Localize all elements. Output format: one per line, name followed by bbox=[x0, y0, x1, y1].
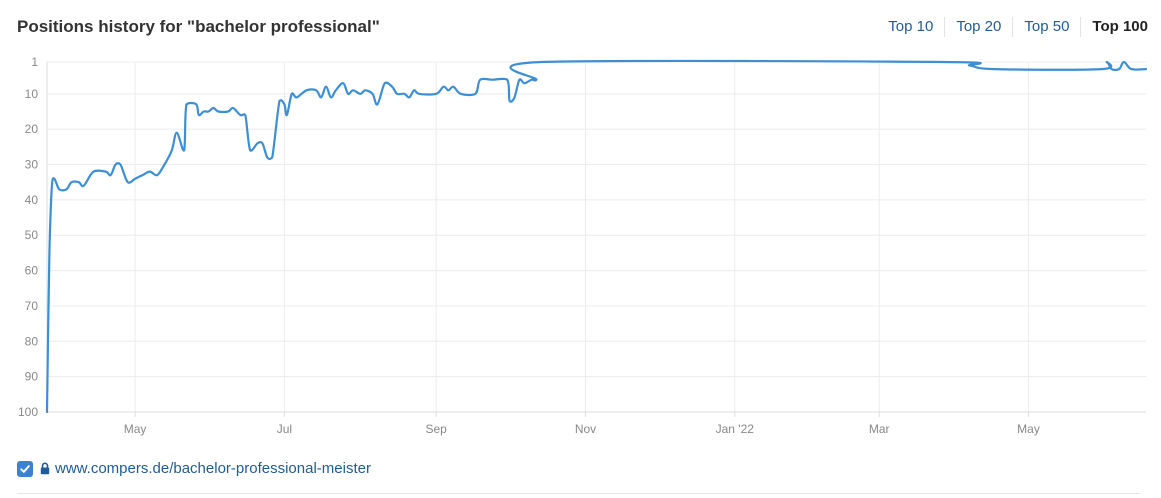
y-tick-label: 50 bbox=[25, 228, 39, 242]
y-tick-label: 100 bbox=[18, 405, 38, 419]
x-tick-label: Jul bbox=[277, 422, 292, 436]
series-checkbox[interactable] bbox=[17, 460, 33, 477]
y-tick-label: 60 bbox=[25, 264, 39, 278]
y-tick-label: 30 bbox=[25, 158, 39, 172]
tab-top-10[interactable]: Top 10 bbox=[888, 18, 934, 35]
checkmark-icon bbox=[20, 464, 30, 473]
tab-top-100[interactable]: Top 100 bbox=[1080, 17, 1148, 37]
divider bbox=[17, 493, 1140, 494]
x-tick-label: Sep bbox=[425, 422, 447, 436]
x-tick-label: May bbox=[124, 422, 147, 436]
y-tick-label: 1 bbox=[31, 55, 38, 69]
chart-header: Positions history for "bachelor professi… bbox=[17, 0, 1152, 58]
y-tick-label: 40 bbox=[25, 193, 39, 207]
y-tick-label: 70 bbox=[25, 299, 39, 313]
series-legend: www.compers.de/bachelor-professional-mei… bbox=[17, 460, 371, 477]
plot-area bbox=[47, 62, 1146, 412]
y-tick-label: 10 bbox=[25, 87, 39, 101]
tab-top-20[interactable]: Top 20 bbox=[944, 17, 1012, 37]
range-tabs: Top 10 Top 20 Top 50 Top 100 bbox=[877, 17, 1148, 37]
y-tick-label: 80 bbox=[25, 334, 39, 348]
x-tick-label: Nov bbox=[575, 422, 596, 436]
positions-chart: 1 10 20 30 40 50 60 70 80 90 100 May Jul Sep Nov Jan '2… bbox=[18, 55, 1148, 436]
x-tick-label: Mar bbox=[869, 422, 890, 436]
series-line bbox=[45, 59, 1148, 414]
x-tick-label: May bbox=[1017, 422, 1040, 436]
series-url-link[interactable]: www.compers.de/bachelor-professional-mei… bbox=[55, 460, 371, 477]
tab-top-50[interactable]: Top 50 bbox=[1012, 17, 1080, 37]
y-tick-label: 90 bbox=[25, 370, 39, 384]
x-tick-label: Jan '22 bbox=[716, 422, 755, 436]
lock-icon bbox=[40, 462, 50, 475]
chart-title: Positions history for "bachelor professi… bbox=[17, 17, 380, 36]
y-tick-label: 20 bbox=[25, 122, 39, 136]
